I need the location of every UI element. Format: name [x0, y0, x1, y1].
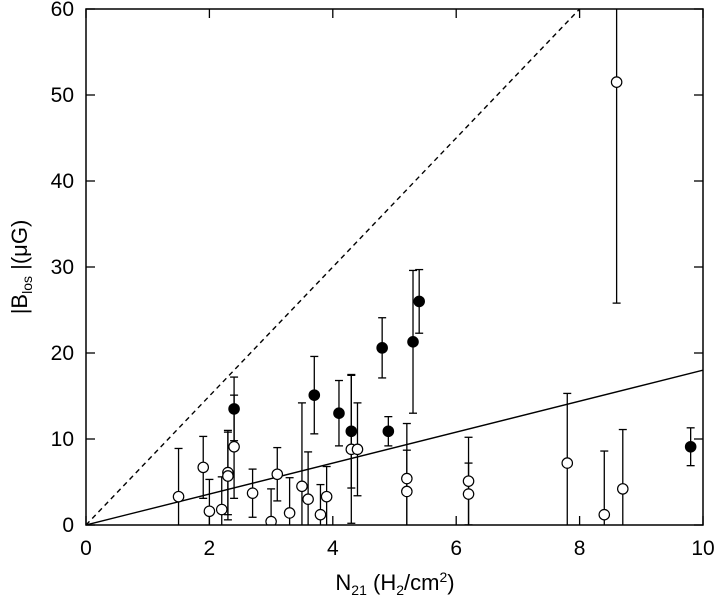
- filled-data-point: [413, 295, 425, 308]
- open-data-point: [401, 472, 413, 485]
- open-data-point: [172, 490, 185, 503]
- y-tick-label: 40: [51, 170, 74, 193]
- open-data-point: [265, 515, 277, 525]
- filled-data-point: [407, 336, 419, 348]
- x-tick-label: 2: [204, 537, 216, 560]
- y-tick-label: 10: [51, 428, 74, 451]
- filled-data-point: [684, 440, 697, 453]
- y-axis-label: |Blos |(μG): [7, 220, 35, 315]
- open-data-point: [283, 507, 296, 519]
- open-data-point: [246, 487, 259, 499]
- open-data-point: [320, 490, 333, 503]
- data-points: [172, 9, 697, 525]
- open-data-point: [215, 503, 228, 516]
- x-tick-label: 6: [450, 537, 462, 560]
- filled-data-point: [333, 407, 345, 419]
- filled-data-point: [376, 342, 388, 354]
- open-data-point: [222, 470, 234, 482]
- open-data-point: [462, 488, 475, 500]
- open-data-point: [314, 508, 327, 521]
- open-data-point: [271, 468, 284, 481]
- open-data-point: [228, 440, 240, 453]
- solid-fit-line: [86, 369, 703, 525]
- open-data-point: [598, 508, 611, 521]
- y-tick-label: 0: [62, 514, 74, 537]
- open-data-point: [610, 76, 623, 88]
- open-data-point: [296, 480, 308, 493]
- open-data-point: [351, 443, 364, 456]
- filled-data-point: [382, 425, 395, 438]
- dashed-reference-line: [86, 9, 581, 525]
- axis-ticks: 0 2 4 6 8 10 0 10 20 30 40 50 60: [51, 0, 715, 560]
- x-tick-label: 0: [80, 537, 92, 560]
- open-data-point: [203, 505, 216, 518]
- filled-data-point: [308, 389, 321, 401]
- y-tick-label: 60: [51, 0, 74, 21]
- x-axis-label: N21 (H2/cm2): [335, 569, 454, 598]
- open-data-point: [616, 483, 629, 495]
- open-data-point: [302, 493, 314, 505]
- open-data-point: [462, 475, 475, 487]
- x-tick-label: 8: [574, 537, 586, 560]
- reference-lines: [86, 9, 703, 525]
- y-tick-label: 50: [51, 84, 74, 107]
- y-tick-label: 30: [51, 256, 74, 279]
- open-data-point: [561, 457, 574, 469]
- x-tick-label: 10: [691, 537, 714, 560]
- open-data-point: [401, 485, 413, 498]
- y-tick-label: 20: [51, 342, 74, 365]
- x-tick-label: 4: [327, 537, 339, 560]
- open-data-point: [197, 461, 210, 474]
